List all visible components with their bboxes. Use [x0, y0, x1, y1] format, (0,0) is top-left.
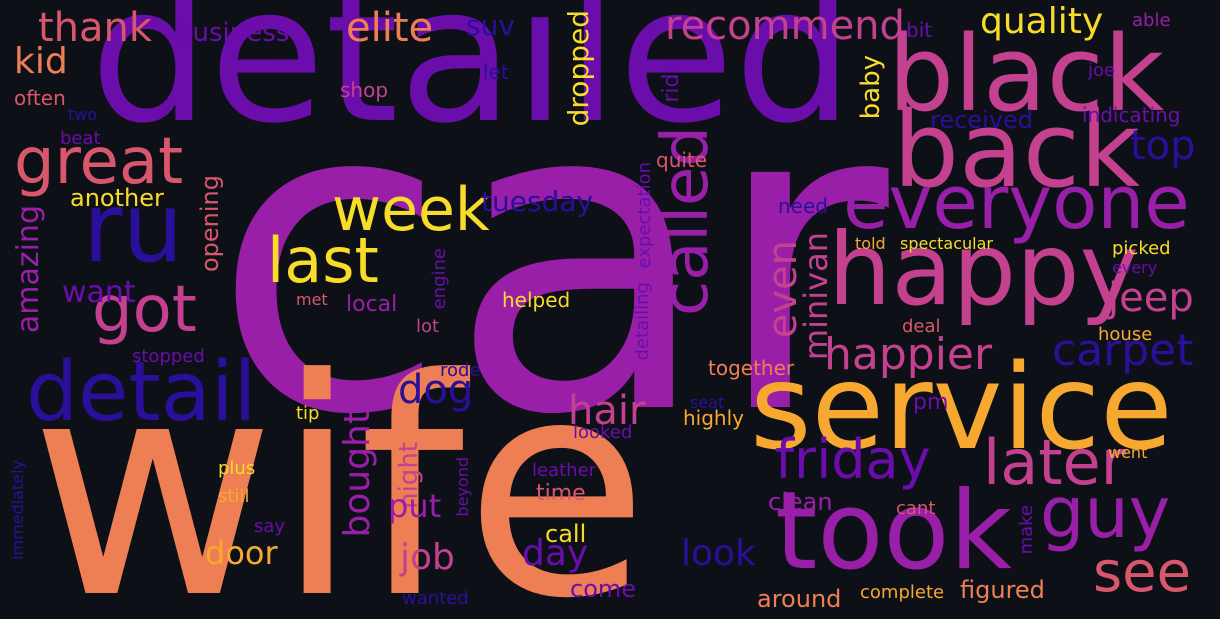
word-took: took — [775, 469, 1013, 594]
word-happier: happier — [824, 329, 993, 380]
word-call: call — [545, 520, 587, 548]
word-told: told — [855, 234, 886, 253]
word-detailed: detailed — [90, 0, 854, 165]
word-leather: leather — [532, 460, 597, 481]
word-come: come — [570, 575, 637, 603]
word-last: last — [267, 224, 379, 297]
word-let: let — [483, 60, 509, 84]
word-recommend: recommend — [665, 3, 905, 49]
word-house: house — [1098, 324, 1153, 345]
word-back: back — [893, 89, 1141, 211]
word-need: need — [778, 194, 828, 218]
word-tip: tip — [296, 403, 320, 424]
word-black: black — [888, 13, 1165, 135]
word-often: often — [14, 86, 66, 110]
word-able: able — [1132, 10, 1171, 31]
word-went: went — [1108, 443, 1148, 462]
word-dropped: dropped — [562, 10, 595, 127]
word-opening: opening — [196, 175, 224, 273]
word-car: car — [212, 9, 889, 509]
word-put: put — [388, 487, 442, 525]
word-quite: quite — [656, 148, 708, 172]
word-job: job — [400, 537, 455, 578]
word-indicating: indicating — [1082, 103, 1181, 127]
word-another: another — [70, 184, 164, 212]
word-received: received — [930, 106, 1033, 134]
word-thank: thank — [38, 5, 153, 51]
word-amazing: amazing — [11, 205, 46, 334]
word-stopped: stopped — [132, 346, 205, 367]
word-cant: cant — [896, 498, 936, 519]
word-seat: seat — [690, 393, 725, 412]
word-make: make — [1016, 505, 1037, 555]
word-beyond: beyond — [453, 457, 472, 517]
word-beat: beat — [60, 128, 101, 149]
word-hair: hair — [568, 388, 646, 434]
word-two: two — [68, 105, 98, 124]
word-together: together — [708, 356, 795, 380]
word-picked: picked — [1112, 238, 1171, 259]
word-wife: wife — [30, 315, 649, 619]
word-door: door — [205, 534, 278, 572]
word-service: service — [750, 338, 1173, 476]
word-rode: rode — [440, 360, 481, 381]
word-suv: suv — [466, 9, 515, 42]
word-local: local — [346, 292, 398, 317]
word-see: see — [1093, 540, 1192, 605]
word-engine: engine — [429, 248, 450, 310]
word-detailing: detailing — [632, 282, 653, 361]
word-want: want — [62, 275, 136, 310]
word-business: business — [176, 18, 290, 48]
word-happy: happy — [828, 211, 1139, 328]
word-spectacular: spectacular — [900, 234, 993, 253]
word-complete: complete — [860, 582, 945, 603]
word-say: say — [254, 516, 286, 537]
word-day: day — [522, 533, 589, 574]
word-joe: joe — [1088, 60, 1116, 81]
word-figured: figured — [960, 576, 1045, 604]
word-lot: lot — [416, 316, 440, 337]
word-carpet: carpet — [1052, 325, 1194, 376]
word-expectation: expectation — [634, 162, 655, 269]
word-everyone: everyone — [843, 160, 1190, 246]
word-ride: ride — [659, 60, 684, 103]
word-wanted: wanted — [402, 588, 469, 609]
word-clean: clean — [768, 488, 833, 516]
word-bit: bit — [906, 18, 933, 42]
word-ru: ru — [83, 172, 184, 284]
word-jeep: jeep — [1108, 275, 1194, 321]
word-elite: elite — [346, 5, 434, 51]
word-highly: highly — [683, 406, 744, 430]
word-guy: guy — [1040, 472, 1171, 554]
word-friday: friday — [775, 428, 931, 491]
word-still: still — [218, 486, 250, 507]
word-pm: pm — [913, 390, 949, 415]
word-baby: baby — [856, 55, 886, 120]
word-quality: quality — [980, 1, 1104, 42]
word-kid: kid — [14, 41, 68, 82]
word-top: top — [1130, 123, 1196, 169]
word-shop: shop — [340, 78, 389, 102]
word-immediately: immediately — [8, 460, 27, 560]
word-bought: bought — [337, 410, 378, 538]
word-every: every — [1112, 258, 1158, 277]
word-time: time — [536, 481, 586, 506]
word-minivan: minivan — [797, 232, 835, 361]
word-helped: helped — [502, 288, 571, 312]
word-around: around — [757, 585, 842, 613]
word-week: week — [332, 175, 490, 245]
word-detail: detail — [26, 345, 257, 440]
word-look: look — [681, 533, 756, 574]
word-looked: looked — [573, 422, 633, 443]
word-deal: deal — [902, 316, 941, 337]
word-tuesday: tuesday — [481, 185, 594, 218]
word-plus: plus — [218, 458, 256, 479]
word-dog: dog — [398, 367, 474, 413]
word-met: met — [296, 290, 328, 309]
word-great: great — [14, 125, 184, 199]
word-got: got — [92, 273, 197, 347]
word-later: later — [983, 426, 1127, 499]
